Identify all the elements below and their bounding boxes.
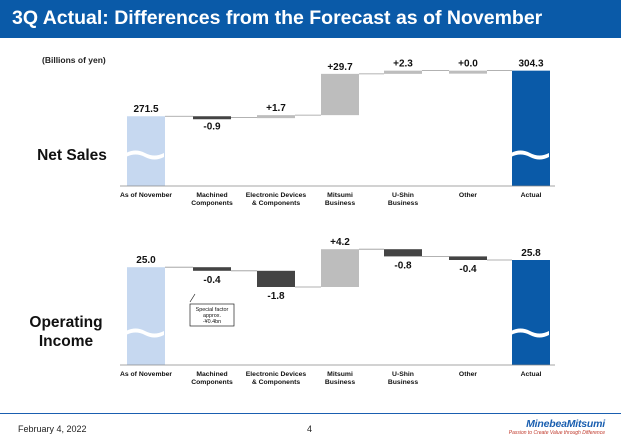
waterfall-bar <box>257 270 295 287</box>
data-label: +4.2 <box>330 237 350 248</box>
page-number: 4 <box>307 424 313 434</box>
brand-logo: MinebeaMitsumi Passion to Create Value t… <box>509 418 605 436</box>
axis-break-mark <box>511 150 549 160</box>
data-label: -0.4 <box>203 275 221 286</box>
data-label: +1.7 <box>266 103 286 114</box>
waterfall-bar <box>127 267 165 365</box>
waterfall-bar <box>321 249 359 287</box>
operating-income-label: Operating Income <box>29 314 103 350</box>
axis-break-mark <box>126 328 164 338</box>
waterfall-bar <box>512 70 550 186</box>
category-label: Electronic Devices <box>246 192 307 199</box>
category-label: Electronic Devices <box>246 371 307 378</box>
category-label: Business <box>325 379 355 386</box>
data-label: 25.8 <box>521 248 541 259</box>
annotation-text: Special factor <box>196 307 229 313</box>
category-label: Mitsumi <box>327 371 353 378</box>
category-label: Actual <box>521 192 542 199</box>
annotation-pointer <box>189 293 196 303</box>
category-label: Machined <box>196 192 227 199</box>
category-label: Business <box>388 379 418 386</box>
data-label: +0.0 <box>458 59 478 70</box>
unit-label: (Billions of yen) <box>42 55 106 65</box>
page-title: 3Q Actual: Differences from the Forecast… <box>12 7 543 29</box>
waterfall-bar <box>449 70 487 74</box>
net-sales-label: Net Sales <box>37 147 107 164</box>
category-label: Business <box>388 200 418 207</box>
data-label: 25.0 <box>136 255 156 266</box>
category-label: & Components <box>252 379 301 386</box>
data-label: +29.7 <box>327 62 353 73</box>
category-label: U-Shin <box>392 371 414 378</box>
data-label: +2.3 <box>393 59 413 70</box>
category-label: Other <box>459 192 477 199</box>
waterfall-bar <box>321 73 359 116</box>
brand-tagline: Passion to Create Value through Differen… <box>508 430 605 436</box>
data-label: -0.8 <box>394 260 412 271</box>
waterfall-bar <box>193 267 231 271</box>
category-label: & Components <box>252 200 301 207</box>
category-label: Components <box>191 200 233 207</box>
category-label: Other <box>459 371 477 378</box>
annotation-box <box>189 303 235 327</box>
waterfall-bar <box>449 256 487 260</box>
data-label: -1.8 <box>267 291 285 302</box>
category-label: U-Shin <box>392 192 414 199</box>
axis-break-mark <box>126 150 164 160</box>
axis-break-mark <box>511 328 549 338</box>
footer-date: February 4, 2022 <box>18 424 87 434</box>
title-bar: 3Q Actual: Differences from the Forecast… <box>0 0 621 38</box>
footer-divider <box>0 413 621 414</box>
category-label: Components <box>191 379 233 386</box>
annotation-text: -¥0.4bn <box>203 319 221 325</box>
data-label: -0.4 <box>459 264 477 275</box>
waterfall-bar <box>193 116 231 120</box>
category-label: Business <box>325 200 355 207</box>
annotation-text: approx. <box>203 313 221 319</box>
data-label: 304.3 <box>518 59 543 70</box>
waterfall-bar <box>512 260 550 365</box>
category-label: As of November <box>120 371 172 378</box>
category-label: Actual <box>521 371 542 378</box>
waterfall-bar <box>384 249 422 257</box>
waterfall-bar <box>384 70 422 74</box>
data-label: -0.9 <box>203 122 221 133</box>
category-label: Mitsumi <box>327 192 353 199</box>
waterfall-bar <box>257 115 295 119</box>
category-label: Machined <box>196 371 227 378</box>
category-label: As of November <box>120 192 172 199</box>
waterfall-charts: 271.5 -0.9 +1.7 +29.7 +2.3 +0.0 304.3 As of Nov… <box>120 59 555 386</box>
brand-name: MinebeaMitsumi <box>526 418 605 430</box>
data-label: 271.5 <box>133 104 158 115</box>
